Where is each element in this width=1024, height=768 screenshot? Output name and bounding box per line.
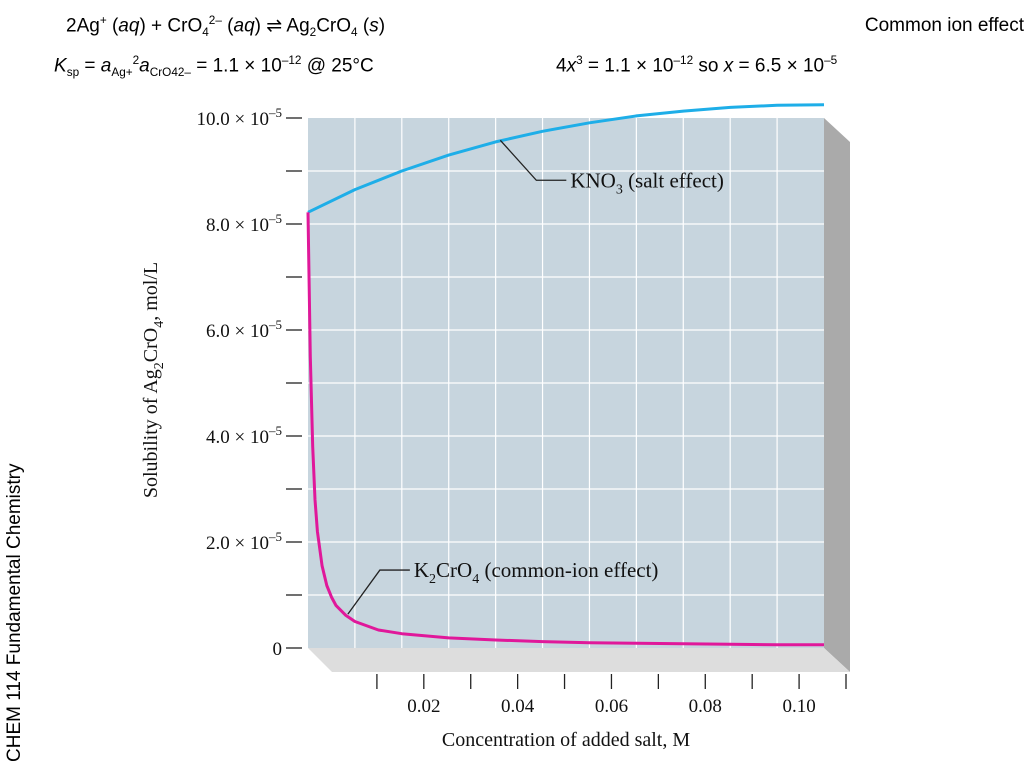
x-tick-label: 0.10 <box>782 696 815 717</box>
legend-annotations: KNO3 (salt effect) K2CrO4 (common-ion eff… <box>347 139 724 615</box>
slide-title: Common ion effect <box>864 15 1024 36</box>
ksp-expression: Ksp = aAg+2aCrO42– = 1.1 × 10–12 @ 25°C <box>54 54 374 80</box>
series-line-0 <box>307 103 825 214</box>
solubility-chart: KNO3 (salt effect) K2CrO4 (common-ion eff… <box>140 103 850 751</box>
y-tick-label: 8.0 × 10–5 <box>206 211 282 236</box>
y-tick-label: 4.0 × 10–5 <box>206 423 282 448</box>
plot-side-face <box>824 118 850 672</box>
plot-floor-face <box>308 648 850 672</box>
y-tick-label: 2.0 × 10–5 <box>206 529 282 554</box>
x-tick-label: 0.04 <box>501 696 535 717</box>
x-tick-label: 0.06 <box>595 696 628 717</box>
solubility-calculation: 4x3 = 1.1 × 10–12 so x = 6.5 × 10–5 <box>556 54 838 77</box>
series-line-1 <box>306 212 824 647</box>
equilibrium-equation: 2Ag+ (aq) + CrO42– (aq) ⇌ Ag2CrO4 (s) <box>66 14 386 40</box>
leader-line-0 <box>499 139 567 181</box>
series-layer <box>306 103 825 647</box>
slide-heading: 2Ag+ (aq) + CrO42– (aq) ⇌ Ag2CrO4 (s) Ks… <box>0 0 1024 90</box>
x-tick-label: 0.02 <box>407 696 440 717</box>
y-tick-label: 6.0 × 10–5 <box>206 317 282 342</box>
x-tick-label: 0.08 <box>689 696 722 717</box>
y-axis-title: Solubility of Ag2CrO4, mol/L <box>140 262 167 498</box>
y-tick-label: 0 <box>273 639 283 660</box>
axes <box>286 117 847 689</box>
x-axis-title: Concentration of added salt, M <box>442 729 690 751</box>
y-tick-label: 10.0 × 10–5 <box>197 105 282 130</box>
tick-labels: 0.02 0.04 0.06 0.08 0.10 0 2.0 × 10–5 4.0 × 10–… <box>197 105 816 717</box>
series-label-1: K2CrO4 (common-ion effect) <box>414 558 659 587</box>
series-label-0: KNO3 (salt effect) <box>570 168 724 197</box>
axis-titles: Concentration of added salt, M Solubility… <box>140 262 690 751</box>
leader-line-1 <box>347 569 410 615</box>
grid-lines <box>308 118 824 648</box>
